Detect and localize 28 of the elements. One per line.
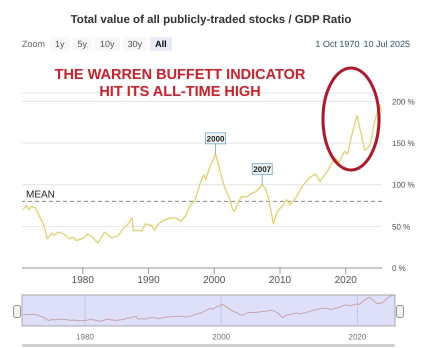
x-tick-label: 2020 <box>334 275 358 286</box>
x-tick-label: 2000 <box>203 275 226 286</box>
x-tick-label: 2020 <box>348 332 367 342</box>
y-tick-label: 150 % <box>392 139 415 148</box>
y-tick-label: 100 % <box>392 180 415 190</box>
chart-title: Total value of all publicly-traded stocks / GDP Ratio <box>70 14 352 26</box>
text: THE WARREN BUFFETT INDICATOR <box>54 67 306 84</box>
x-tick-label: 1980 <box>76 332 94 342</box>
zoom-button: 1y <box>50 37 70 51</box>
zoom-button: All <box>150 37 172 51</box>
y-tick-label: 200 % <box>392 97 415 106</box>
ref-line-label: MEAN <box>26 189 55 200</box>
x-tick-label: 1990 <box>137 275 160 286</box>
annotation: HIT ITS ALL-TIME HIGH <box>98 84 262 101</box>
x-tick-label: 1980 <box>72 275 94 286</box>
annotation: 2007 <box>253 165 272 174</box>
text: 10 Jul 2025 <box>363 39 410 49</box>
zoom-button: 5y <box>72 37 92 51</box>
text: 1 Oct 1970 <box>315 39 360 49</box>
annotation: 2000 <box>206 134 226 144</box>
zoom-button: 30y <box>122 37 148 51</box>
x-tick-label: 2010 <box>268 275 292 286</box>
text: Zoom <box>22 39 46 49</box>
line-series <box>22 104 382 244</box>
zoom-button: 10y <box>95 37 120 51</box>
x-tick-label: 2000 <box>212 332 231 342</box>
y-tick-label: 0 % <box>392 264 406 273</box>
y-tick-label: 50 % <box>392 222 410 232</box>
